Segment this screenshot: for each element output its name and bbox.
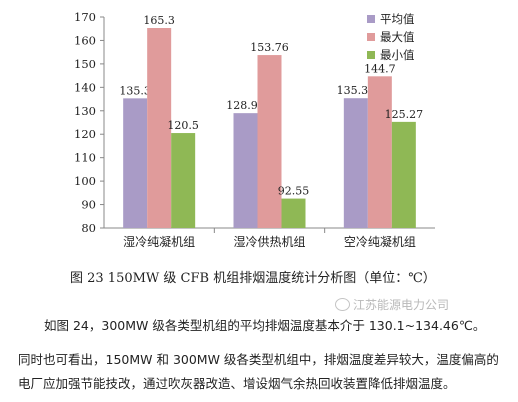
paragraph-2: 同时也可看出，150MW 和 300MW 级各类型机组中，排烟温度差异较大，温度…	[18, 352, 499, 367]
data-label: 153.76	[250, 41, 289, 54]
wechat-icon	[335, 298, 350, 311]
paragraph-1: 如图 24，300MW 级各类型机组的平均排烟温度基本介于 130.1~134.…	[44, 318, 486, 333]
y-tick-label: 110	[74, 151, 96, 165]
bar-chart: 80 90 100 110 120 130 140 150 160 170 湿冷纯凝机组 135.3 1…	[74, 10, 435, 249]
bar	[367, 76, 392, 228]
watermark: 江苏能源电力公司	[335, 296, 449, 313]
bar	[391, 121, 416, 228]
y-tick-label: 120	[74, 127, 96, 141]
data-label: 92.55	[278, 185, 310, 198]
legend-label: 平均值	[380, 12, 415, 26]
figure-caption: 图 23 150MW 级 CFB 机组排烟温度统计分析图（单位：℃）	[70, 271, 436, 286]
bar	[147, 28, 172, 228]
legend-label: 最小值	[380, 48, 415, 62]
data-label: 144.7	[364, 62, 396, 75]
y-tick-label: 90	[81, 198, 96, 212]
data-label: 135.3	[119, 84, 151, 97]
data-label: 165.3	[143, 14, 175, 27]
y-tick-label: 100	[74, 174, 96, 188]
category-label: 空冷纯凝机组	[344, 234, 416, 249]
y-tick-label: 140	[74, 80, 96, 94]
category-label: 湿冷供热机组	[233, 234, 305, 249]
bar	[123, 98, 148, 228]
bar	[257, 55, 282, 228]
category-label: 湿冷纯凝机组	[123, 234, 195, 249]
data-label: 128.99	[226, 99, 265, 112]
bar	[171, 133, 196, 228]
data-label: 120.5	[167, 119, 199, 132]
data-label: 135.36	[337, 84, 376, 97]
paragraph-3: 电厂应加强节能技改，通过吹灰器改造、增设烟气余热回收装置降低排烟温度。	[18, 376, 456, 391]
legend-swatch	[367, 15, 375, 23]
bar	[343, 98, 368, 229]
bar	[233, 113, 258, 228]
y-tick-label: 160	[74, 33, 96, 47]
legend-swatch	[367, 33, 375, 41]
bar	[281, 198, 306, 228]
y-tick-label: 150	[74, 57, 96, 71]
y-tick-label: 130	[74, 104, 96, 118]
legend-swatch	[367, 51, 375, 59]
y-tick-label: 80	[81, 221, 96, 235]
legend-label: 最大值	[380, 30, 415, 44]
watermark-text: 江苏能源电力公司	[353, 298, 450, 312]
y-tick-label: 170	[74, 10, 96, 24]
data-label: 125.27	[385, 108, 424, 121]
